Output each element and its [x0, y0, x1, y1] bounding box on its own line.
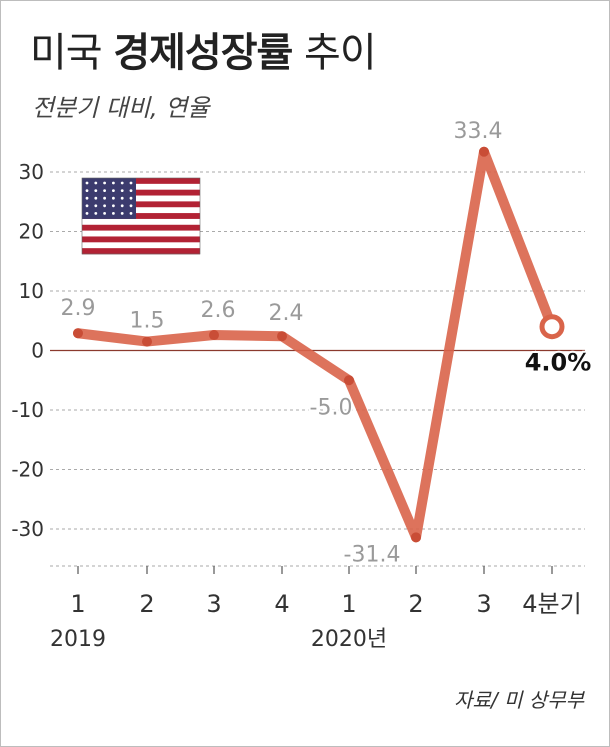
data-point — [479, 146, 489, 157]
flag-star — [94, 181, 98, 185]
x-tick-label: 3 — [476, 590, 491, 618]
data-label: 2.9 — [61, 296, 96, 321]
x-tick-label: 2 — [408, 590, 423, 618]
flag-star — [112, 189, 115, 193]
year-label-2020: 2020년 — [311, 627, 387, 652]
flag-star — [94, 189, 98, 193]
data-label: 33.4 — [454, 119, 503, 144]
flag-star — [120, 181, 124, 185]
source-note: 자료/ 미 상무부 — [454, 688, 584, 712]
x-tick-label: 3 — [206, 590, 221, 618]
y-tick-label: 20 — [19, 220, 44, 244]
flag-star — [120, 196, 124, 200]
flag-stripe — [82, 189, 200, 196]
data-point — [209, 330, 219, 341]
flag-star — [94, 196, 98, 200]
x-tick-label: 1 — [70, 590, 85, 618]
flag-star — [129, 204, 133, 208]
title-suffix: 추이 — [304, 30, 377, 76]
flag-star — [129, 181, 133, 185]
us-flag-icon — [81, 177, 201, 255]
data-point — [277, 331, 287, 342]
flag-stripe — [82, 218, 200, 226]
flag-star — [103, 196, 106, 200]
flag-border — [81, 177, 201, 255]
data-point-last — [539, 314, 565, 340]
y-tick-label: 30 — [19, 160, 44, 184]
chart-title: 미국 경제성장률 추이 — [30, 20, 377, 78]
flag-star — [103, 204, 106, 208]
title-prefix: 미국 — [30, 30, 103, 76]
flag-star — [112, 196, 115, 200]
data-markers — [73, 146, 565, 543]
title-bold: 경제성장률 — [113, 30, 293, 76]
flag-star — [129, 189, 133, 193]
x-tick-label: 4분기 — [522, 590, 581, 618]
series-line-path — [73, 146, 557, 543]
data-label: 2.4 — [269, 301, 304, 326]
flag-stripe — [82, 178, 200, 185]
flag-star — [103, 181, 106, 185]
flag-star — [129, 212, 133, 215]
flag-star — [94, 212, 98, 215]
flag-star — [103, 189, 106, 193]
flag-stripe — [82, 207, 200, 214]
flag-star — [129, 196, 133, 200]
y-tick-label: -10 — [11, 398, 44, 422]
y-tick-label: 10 — [19, 279, 44, 303]
flag-star — [85, 189, 89, 193]
flag-star — [112, 212, 115, 215]
x-tick-label: 2 — [139, 590, 154, 618]
flag-star — [120, 189, 124, 193]
flag-star — [120, 204, 124, 208]
x-axis: 1 2 3 4 1 2 3 4분기 2019 2020년 — [50, 565, 585, 652]
x-tick-label: 4 — [274, 590, 289, 618]
flag-stripe — [82, 201, 200, 208]
data-point — [73, 328, 83, 339]
y-tick-label: -30 — [11, 517, 44, 541]
data-point — [411, 532, 421, 543]
flag-star — [112, 204, 115, 208]
chart-subtitle: 전분기 대비, 연율 — [32, 94, 210, 122]
flag-stripe — [82, 224, 200, 231]
flag-star — [85, 196, 89, 200]
data-point — [142, 336, 152, 347]
flag-stripe — [82, 195, 200, 202]
flag-star — [103, 212, 106, 215]
flag-star — [85, 204, 89, 208]
data-labels: 2.9 1.5 2.6 2.4 -5.0 -31.4 33.4 4.0% — [59, 117, 594, 570]
year-label-2019: 2019 — [50, 627, 106, 652]
x-tick-label: 1 — [341, 590, 356, 618]
flag-stripe — [82, 230, 200, 237]
flag-stripe — [82, 236, 200, 243]
data-label: -5.0 — [310, 395, 353, 420]
flag-stripe — [82, 248, 200, 255]
flag-stripe — [82, 183, 200, 190]
flag-stripe — [82, 242, 200, 249]
flag-star — [85, 181, 89, 185]
data-label: 2.6 — [201, 298, 236, 323]
y-tick-label: 0 — [31, 339, 44, 363]
y-tick-label: -20 — [11, 458, 44, 482]
series-line — [73, 146, 557, 543]
flag-star — [112, 181, 115, 185]
data-label: -31.4 — [344, 542, 401, 567]
data-label: 4.0% — [525, 349, 592, 377]
flag-star — [120, 212, 124, 215]
flag-stripe — [82, 213, 200, 220]
flag-star — [94, 204, 98, 208]
flag-star — [85, 212, 89, 215]
flag-canton — [82, 178, 136, 219]
data-label: 1.5 — [130, 309, 165, 334]
y-axis-ticks: 30 20 10 0 -10 -20 -30 — [11, 160, 44, 541]
data-point — [344, 375, 354, 386]
